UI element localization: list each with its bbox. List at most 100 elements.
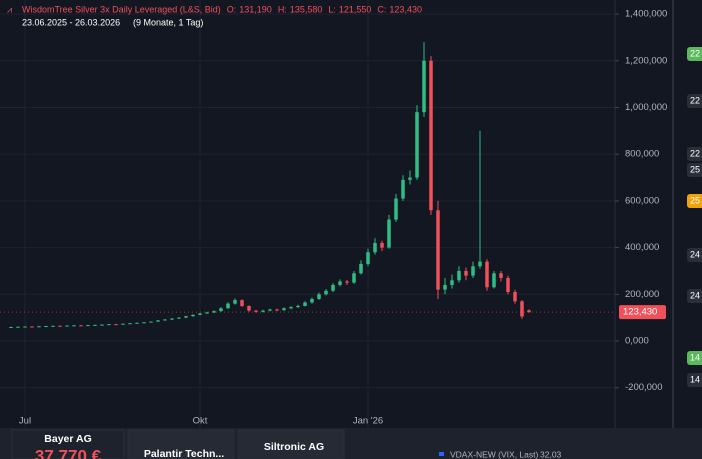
tab-name: Bayer AG xyxy=(44,433,91,445)
candle-body xyxy=(380,242,384,248)
candle-body xyxy=(436,210,440,290)
info-key: C: xyxy=(377,4,386,14)
header-range-note: (9 Monate, 1 Tag) xyxy=(133,17,203,27)
candle-body xyxy=(198,313,202,315)
side-badge-text: 22 xyxy=(690,148,700,158)
header-range: 23.06.2025 - 26.03.2026 xyxy=(22,17,120,27)
side-badge-text: 22 xyxy=(690,48,700,58)
candle-body xyxy=(226,303,230,309)
candle-body xyxy=(373,242,377,253)
candle-body xyxy=(450,280,454,285)
y-tick-label: 0,000 xyxy=(625,336,649,347)
candle-body xyxy=(464,270,468,276)
candle-body xyxy=(303,302,307,306)
candle-body xyxy=(37,326,41,328)
candle-body xyxy=(485,261,489,288)
candle-body xyxy=(345,281,349,283)
candle-body xyxy=(415,112,419,178)
candle-body xyxy=(254,310,258,312)
candle-body xyxy=(338,281,342,285)
candle-body xyxy=(387,219,391,248)
candle-body xyxy=(128,323,132,325)
candle-body xyxy=(268,309,272,311)
y-tick-label: 600,000 xyxy=(625,195,659,206)
tab[interactable] xyxy=(11,429,125,459)
side-badge xyxy=(687,248,702,262)
candle-body xyxy=(478,261,482,267)
candle-body xyxy=(142,322,146,324)
side-badge xyxy=(687,94,702,108)
indicator-value: 32,03 xyxy=(540,449,562,459)
y-tick-label: 200,000 xyxy=(625,289,659,300)
candle-body xyxy=(317,294,321,299)
candle-body xyxy=(170,318,174,320)
side-badge-text: 24 xyxy=(690,290,700,300)
candle-body xyxy=(51,325,55,327)
side-badge xyxy=(687,351,702,365)
candle-body xyxy=(163,319,167,321)
side-badge xyxy=(687,147,702,161)
info-key: L: xyxy=(328,4,336,14)
candle-body xyxy=(296,305,300,308)
info-value: 121,550 xyxy=(339,4,372,14)
candle-body xyxy=(9,326,13,328)
side-badge-text: 14 xyxy=(690,352,700,362)
candle-body xyxy=(156,320,160,322)
side-badge xyxy=(687,163,702,177)
candle-body xyxy=(366,252,370,264)
side-badge xyxy=(687,289,702,303)
candle-body xyxy=(247,305,251,311)
candle-body xyxy=(121,323,125,325)
header-title: WisdomTree Silver 3x Daily Leveraged (L&… xyxy=(22,4,221,14)
candle-body xyxy=(324,290,328,295)
tab-name: Siltronic AG xyxy=(264,441,324,453)
side-badge-text: 25 xyxy=(690,164,700,174)
candle-body xyxy=(16,326,20,328)
indicator-swatch xyxy=(439,452,444,456)
candle-body xyxy=(177,317,181,319)
candle-body xyxy=(289,307,293,309)
candle-body xyxy=(86,325,90,327)
candle-body xyxy=(359,263,363,274)
side-badge-text: 14 xyxy=(690,374,700,384)
candle-body xyxy=(107,324,111,326)
side-badge-text: 22 xyxy=(690,95,700,105)
x-tick-label: Jan '26 xyxy=(353,416,383,427)
candle-body xyxy=(527,310,531,313)
candle-body xyxy=(310,298,314,303)
candle-body xyxy=(212,311,216,313)
candle-body xyxy=(408,177,412,180)
side-badge xyxy=(687,47,702,61)
candle-body xyxy=(72,325,76,327)
candle-body xyxy=(506,277,510,292)
x-tick-label: Jul xyxy=(19,416,31,427)
candle-body xyxy=(79,325,83,327)
y-tick-label: 1,000,000 xyxy=(625,102,667,113)
candle-body xyxy=(513,291,517,302)
tab[interactable] xyxy=(237,429,345,459)
info-value: 135,580 xyxy=(290,4,323,14)
x-tick-label: Okt xyxy=(193,416,208,427)
candle-body xyxy=(352,273,356,283)
candle-body xyxy=(275,309,279,311)
candle-body xyxy=(457,270,461,281)
icon: ⩘ xyxy=(7,4,12,14)
candle-body xyxy=(394,198,398,220)
side-badge xyxy=(687,194,702,208)
info-value: 123,430 xyxy=(389,4,422,14)
candle-body xyxy=(443,284,447,290)
candle-body xyxy=(135,322,139,324)
tab[interactable] xyxy=(127,429,235,459)
indicator-name: VDAX-NEW (VIX, Last) xyxy=(450,449,538,459)
candle-body xyxy=(492,273,496,288)
y-tick-label: 400,000 xyxy=(625,242,659,253)
y-tick-label: 1,200,000 xyxy=(625,55,667,66)
candle-body xyxy=(331,284,335,291)
candle-body xyxy=(114,324,118,326)
candle-body xyxy=(520,301,524,317)
candle-body xyxy=(205,312,209,314)
candle-body xyxy=(422,60,426,113)
candle-body xyxy=(58,325,62,327)
side-badge-text: 25 xyxy=(690,195,700,205)
